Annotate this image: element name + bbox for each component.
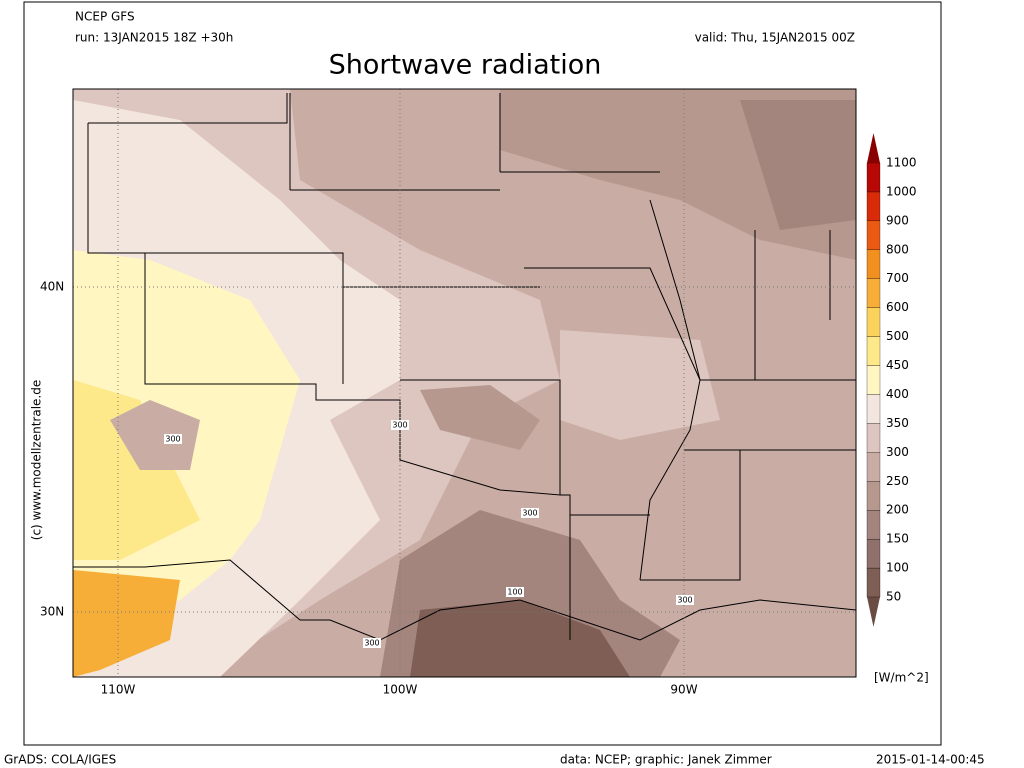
colorbar-box <box>866 538 881 569</box>
lon-label: 100W <box>383 683 418 697</box>
colorbar-label: 150 <box>886 532 909 546</box>
colorbar-label: 700 <box>886 271 909 285</box>
colorbar-box <box>866 394 881 424</box>
contour-label: 300 <box>677 596 692 605</box>
colorbar-box <box>866 191 881 222</box>
contour-label-bg <box>164 434 182 444</box>
contour-label: 300 <box>364 639 379 648</box>
colorbar-box <box>866 452 881 482</box>
colorbar-box <box>866 249 881 279</box>
contour-label-bg <box>521 508 539 518</box>
unit: [W/m^2] <box>874 671 929 685</box>
colorbar-box <box>866 220 881 250</box>
colorbar-label: 300 <box>886 445 909 459</box>
colorbar-box <box>866 162 881 193</box>
colorbar-label: 500 <box>886 329 909 343</box>
colorbar-label: 400 <box>886 387 909 401</box>
valid: valid: Thu, 15JAN2015 00Z <box>695 31 855 45</box>
colorbar-label: 800 <box>886 242 909 256</box>
colorbar-label: 350 <box>886 416 909 430</box>
colorbar-cap <box>867 597 880 627</box>
colorbar-box <box>866 481 881 511</box>
contour-label: 300 <box>392 421 407 430</box>
colorbar-label: 1100 <box>886 156 917 170</box>
timestamp: 2015-01-14-00:45 <box>876 753 985 767</box>
contour-label: 100 <box>507 588 522 597</box>
lat-label: 40N <box>40 280 64 294</box>
contour-label-bg <box>391 420 409 430</box>
lon-label: 110W <box>101 683 136 697</box>
contour-label-bg <box>506 587 524 597</box>
contour-label-bg <box>363 638 381 648</box>
frame <box>23 1 942 746</box>
title: Shortwave radiation <box>329 50 602 81</box>
contour-label-bg <box>676 595 694 605</box>
colorbar-label: 100 <box>886 561 909 575</box>
colorbar-box <box>866 365 881 395</box>
colorbar-label: 1000 <box>886 184 917 198</box>
colorbar-box <box>866 567 881 598</box>
colorbar-label: 200 <box>886 503 909 517</box>
colorbar-label: 900 <box>886 213 909 227</box>
model: NCEP GFS <box>75 10 135 24</box>
colorbar-label: 600 <box>886 300 909 314</box>
map-border <box>72 88 857 678</box>
map <box>73 89 856 677</box>
colorbar-box <box>866 510 881 540</box>
colorbar-label: 450 <box>886 358 909 372</box>
software: GrADS: COLA/IGES <box>4 753 116 767</box>
colorbar-box <box>866 278 881 308</box>
colorbar-box <box>866 423 881 453</box>
credit: data: NCEP; graphic: Janek Zimmer <box>560 753 772 767</box>
contour-label: 300 <box>522 509 537 518</box>
colorbar-cap <box>867 133 880 163</box>
copyright: (c) www.modellzentrale.de <box>30 380 44 540</box>
colorbar-box <box>866 307 881 337</box>
lat-label: 30N <box>40 605 64 619</box>
colorbar-label: 250 <box>886 474 909 488</box>
lon-label: 90W <box>670 683 697 697</box>
contour-label: 300 <box>165 435 180 444</box>
colorbar-label: 50 <box>886 590 901 604</box>
run: run: 13JAN2015 18Z +30h <box>75 31 233 45</box>
colorbar-box <box>866 336 881 366</box>
